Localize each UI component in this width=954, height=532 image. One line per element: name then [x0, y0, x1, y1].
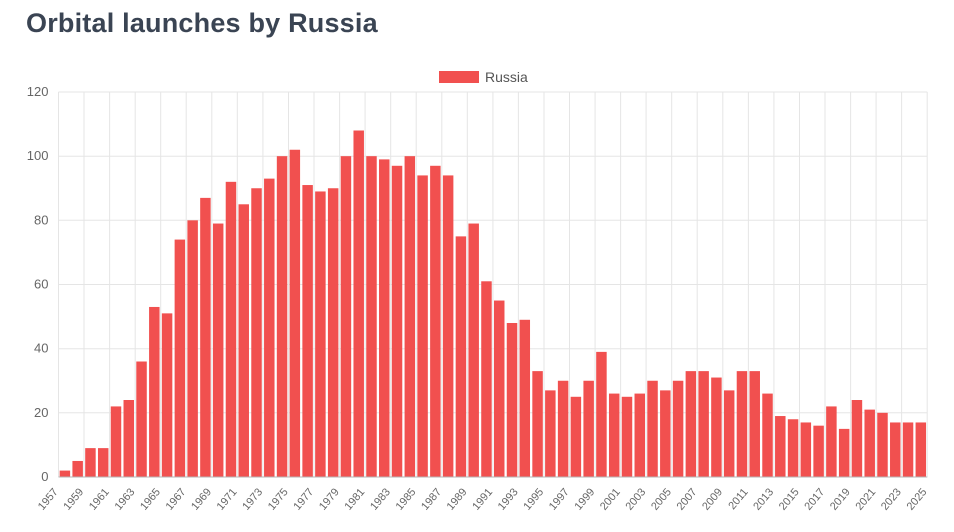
svg-text:1993: 1993: [496, 486, 521, 512]
svg-text:1981: 1981: [342, 486, 367, 512]
svg-text:2015: 2015: [777, 486, 802, 512]
svg-text:0: 0: [41, 469, 48, 484]
svg-text:2019: 2019: [828, 486, 853, 512]
svg-text:1995: 1995: [521, 486, 546, 512]
svg-text:1983: 1983: [368, 486, 393, 512]
svg-text:2025: 2025: [905, 486, 930, 512]
svg-text:40: 40: [34, 341, 48, 356]
svg-text:1957: 1957: [36, 486, 61, 512]
svg-text:20: 20: [34, 405, 48, 420]
svg-text:1985: 1985: [394, 486, 419, 512]
svg-text:2021: 2021: [853, 486, 878, 512]
svg-text:2005: 2005: [649, 486, 674, 512]
svg-text:2013: 2013: [751, 486, 776, 512]
svg-text:1989: 1989: [445, 486, 470, 512]
svg-text:1987: 1987: [419, 486, 444, 512]
svg-text:1959: 1959: [61, 486, 86, 512]
svg-text:2003: 2003: [623, 486, 648, 512]
svg-text:1969: 1969: [189, 486, 214, 512]
svg-text:120: 120: [27, 85, 49, 99]
svg-text:1971: 1971: [215, 486, 240, 512]
svg-text:80: 80: [34, 212, 48, 227]
svg-text:1991: 1991: [470, 486, 495, 512]
svg-text:1967: 1967: [164, 486, 189, 512]
svg-text:2011: 2011: [726, 486, 750, 512]
svg-text:1961: 1961: [87, 486, 112, 512]
svg-text:1979: 1979: [317, 486, 342, 512]
svg-text:1975: 1975: [266, 486, 291, 512]
svg-text:60: 60: [34, 277, 48, 292]
svg-text:1963: 1963: [113, 486, 138, 512]
svg-text:1999: 1999: [572, 486, 597, 512]
svg-text:100: 100: [27, 148, 49, 163]
svg-text:2023: 2023: [879, 486, 904, 512]
svg-text:1973: 1973: [240, 486, 265, 512]
svg-text:1997: 1997: [547, 486, 572, 512]
svg-text:1977: 1977: [291, 486, 316, 512]
svg-text:2017: 2017: [802, 486, 827, 512]
svg-text:1965: 1965: [138, 486, 163, 512]
svg-text:2009: 2009: [700, 486, 725, 512]
svg-text:2001: 2001: [598, 486, 623, 512]
svg-text:2007: 2007: [675, 486, 700, 512]
